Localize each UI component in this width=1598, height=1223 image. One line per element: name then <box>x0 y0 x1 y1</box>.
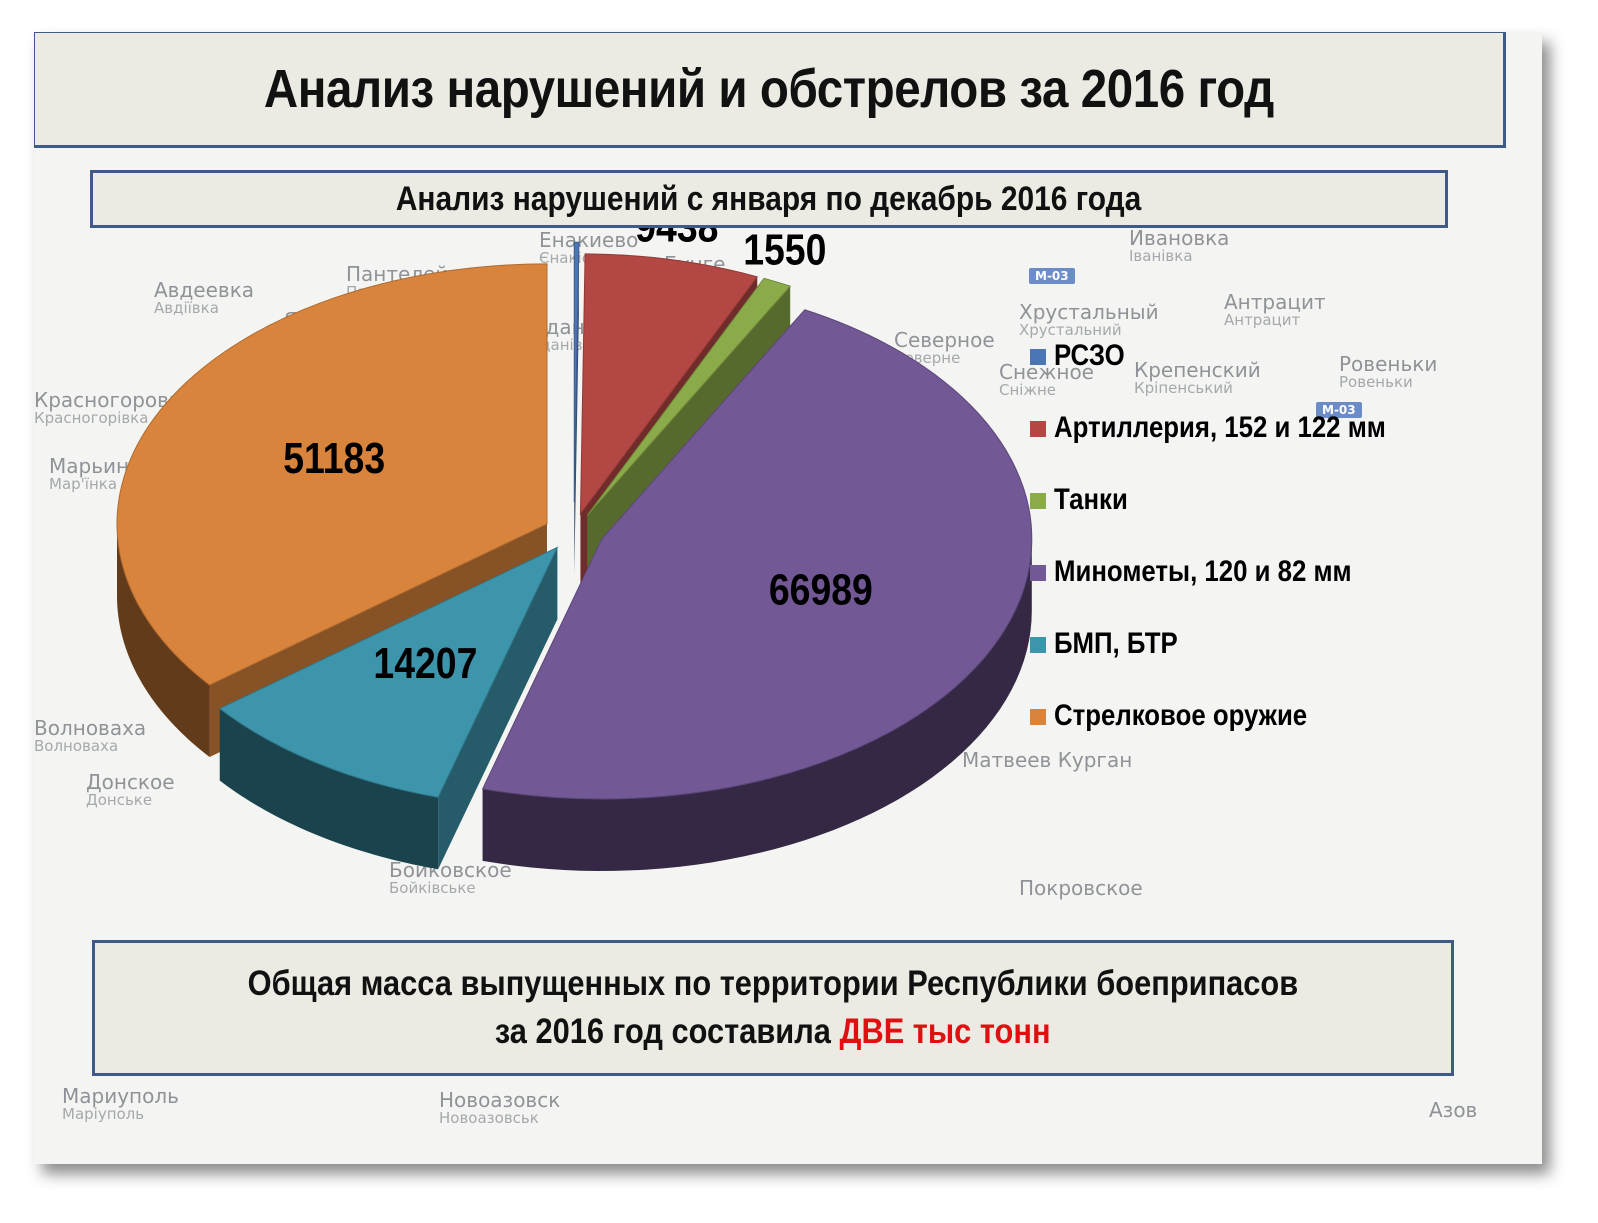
legend-swatch <box>1030 565 1046 581</box>
pie-slice-top <box>586 277 792 516</box>
map-town-name: Покровское <box>1019 876 1143 900</box>
summary-line-2: за 2016 год составила ДВЕ тыс тонн <box>495 1008 1051 1056</box>
map-town-name: Новоазовск <box>439 1088 561 1112</box>
pie-slice-rim <box>482 539 1032 871</box>
map-town-label: Новоазовск Новоазовськ <box>439 1090 560 1127</box>
page-title: Анализ нарушений и обстрелов за 2016 год <box>263 59 1274 119</box>
map-town-name: Хрустальный <box>1019 300 1159 324</box>
road-badge: M-03 <box>1029 268 1075 284</box>
summary-accent: ДВЕ тыс тонн <box>839 1012 1051 1051</box>
map-town-name-local: Авдіївка <box>154 299 219 317</box>
map-town-name-local: Іванівка <box>1129 247 1193 265</box>
pie-slice-top <box>573 241 580 503</box>
map-town-name-local: Бойківське <box>389 879 476 897</box>
map-town-name-local: Новоазовськ <box>439 1109 539 1127</box>
title-box: Анализ нарушений и обстрелов за 2016 год <box>34 32 1506 148</box>
legend-swatch <box>1030 349 1046 365</box>
pie-slice-rim <box>219 708 439 870</box>
map-town-label: Снежное Сніжне <box>999 362 1094 399</box>
map-town-label: Крепенский Крiпенський <box>1134 360 1261 397</box>
summary-box: Общая масса выпущенных по территории Рес… <box>92 940 1454 1076</box>
map-town-name-local: Волноваха <box>34 737 119 755</box>
pie-slice-top <box>116 263 548 686</box>
pie-data-label: 66989 <box>769 565 873 615</box>
legend-label: БМП, БТР <box>1054 626 1178 659</box>
map-town-label: Хрустальный Хрустальний <box>1019 302 1159 339</box>
map-town-name-local: Мар'їнка <box>49 475 118 493</box>
map-town-name-local: Сніжне <box>999 381 1056 399</box>
map-town-name: Авдеевка <box>154 278 255 302</box>
road-badge: M-03 <box>1316 402 1362 418</box>
summary-line-2-prefix: за 2016 год составила <box>495 1012 840 1051</box>
pie-slice-rim <box>117 523 210 758</box>
map-town-name-local: Антрацит <box>1224 311 1301 329</box>
chart-subtitle: Анализ нарушений с января по декабрь 201… <box>396 179 1142 218</box>
map-town-name: Крепенский <box>1134 358 1261 382</box>
map-town-name: Енакиево <box>539 228 639 252</box>
legend-label: РСЗО <box>1054 338 1125 371</box>
pie-slice-top <box>218 546 559 798</box>
map-town-name: Донское <box>86 770 175 794</box>
map-town-name: Снежное <box>999 360 1094 384</box>
map-town-label: Донское Донське <box>86 772 175 809</box>
map-town-label: Мариуполь Маріуполь <box>62 1086 179 1123</box>
map-town-name: Азов <box>1429 1098 1478 1122</box>
map-town-label: Волноваха Волноваха <box>34 718 146 755</box>
map-town-name: Ровеньки <box>1339 352 1438 376</box>
legend-swatch <box>1030 421 1046 437</box>
map-town-label: Красногоровка Красногорівка <box>34 390 193 427</box>
map-town-name: Мариуполь <box>62 1084 179 1108</box>
pie-slice-top <box>481 309 1033 800</box>
summary-line-1: Общая масса выпущенных по территории Рес… <box>247 964 1299 1003</box>
legend-label: Стрелковое оружие <box>1054 698 1307 731</box>
slide: ЕнакиевоЄнакієвеПантелеймоновкаПантелейм… <box>34 32 1542 1164</box>
map-town-name: Северное <box>894 328 995 352</box>
map-town-name: Матвеев Курган <box>962 748 1133 772</box>
map-town-name: Красногоровка <box>34 388 194 412</box>
legend-swatch <box>1030 637 1046 653</box>
map-town-name: Антрацит <box>1224 290 1326 314</box>
map-town-label: Ровеньки Ровеньки <box>1339 354 1437 391</box>
map-town-name-local: Красногорівка <box>34 409 149 427</box>
map-town-label: Антрацит Антрацит <box>1224 292 1326 329</box>
map-town-label: Ивановка Іванівка <box>1129 228 1229 265</box>
map-town-label: Азов <box>1429 1100 1477 1120</box>
map-town-label: Покровское <box>1019 878 1143 898</box>
map-town-label: Матвеев Курган <box>962 750 1132 770</box>
pie-data-label: 1550 <box>743 224 826 274</box>
pie-tops <box>116 241 1033 800</box>
legend-swatch <box>1030 709 1046 725</box>
map-town-name-local: Ровеньки <box>1339 373 1413 391</box>
subtitle-box: Анализ нарушений с января по декабрь 201… <box>90 170 1448 228</box>
legend-label: Минометы, 120 и 82 мм <box>1054 554 1352 587</box>
map-town-name: Ивановка <box>1129 226 1230 250</box>
legend-label: Артиллерия, 152 и 122 мм <box>1054 410 1386 443</box>
legend-swatch <box>1030 493 1046 509</box>
pie-slice-top <box>579 253 759 516</box>
map-town-name: Волноваха <box>34 716 147 740</box>
pie-data-label: 51183 <box>283 433 385 483</box>
map-town-name-local: Крiпенський <box>1134 379 1233 397</box>
map-town-name-local: Донське <box>86 791 153 809</box>
map-town-name-local: Хрустальний <box>1019 321 1122 339</box>
map-town-name-local: Маріуполь <box>62 1105 145 1123</box>
pie-data-label: 14207 <box>373 638 477 688</box>
map-town-label: Авдеевка Авдіївка <box>154 280 254 317</box>
legend-label: Танки <box>1054 482 1128 515</box>
